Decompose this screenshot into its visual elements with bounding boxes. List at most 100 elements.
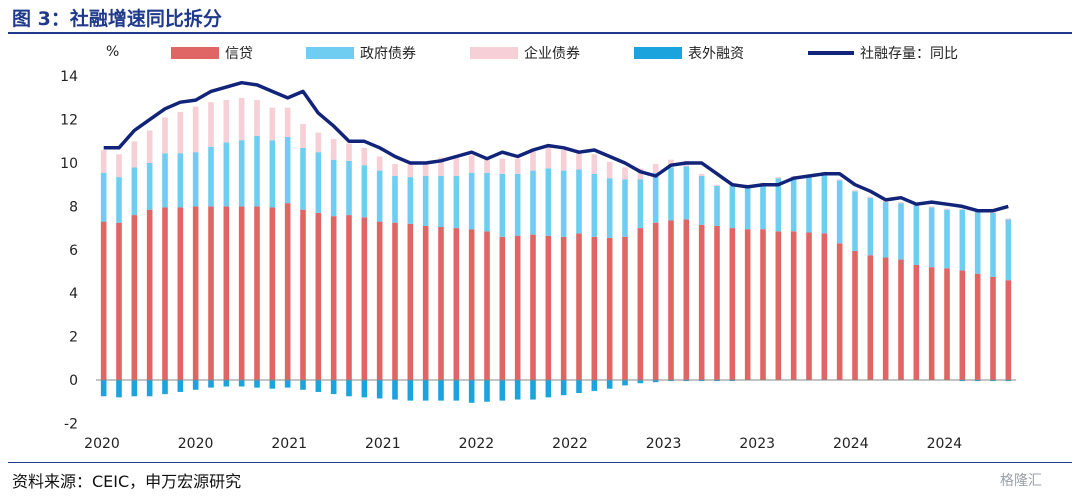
bar-gov-bonds — [606, 178, 613, 238]
bar-gov-bonds — [284, 136, 291, 204]
bar-loans — [790, 231, 797, 380]
bar-loans — [146, 209, 153, 380]
bar-off-balance — [668, 380, 674, 382]
bar-corp-bonds — [468, 155, 475, 173]
bar-corp-bonds — [530, 151, 536, 171]
bar-loans — [192, 206, 199, 380]
bar-gov-bonds — [836, 180, 843, 244]
bar-gov-bonds — [254, 135, 260, 207]
bar-gov-bonds — [116, 177, 122, 223]
bar-gov-bonds — [790, 177, 797, 232]
bar-off-balance — [422, 380, 429, 401]
bar-corp-bonds — [100, 149, 107, 173]
bar-off-balance — [269, 380, 276, 389]
bar-gov-bonds — [162, 153, 168, 208]
bar-gov-bonds — [131, 167, 138, 216]
bar-gov-bonds — [668, 167, 674, 221]
bar-off-balance — [959, 380, 966, 382]
bar-gov-bonds — [806, 176, 812, 233]
bar-loans — [330, 216, 337, 380]
bar-off-balance — [622, 380, 628, 386]
bar-loans — [898, 259, 904, 380]
bar-loans — [269, 207, 276, 380]
bar-loans — [407, 223, 414, 380]
bar-loans — [591, 236, 598, 380]
stacked-bar-chart: % 信贷 政府债券 企业债券 表外融资 社融存量：同比 -2 0 2 4 6 8 10 12 1… — [60, 44, 1016, 452]
bar-off-balance — [990, 380, 996, 382]
bar-loans — [499, 236, 506, 380]
bar-corp-bonds — [254, 100, 260, 136]
bar-corp-bonds — [223, 100, 230, 143]
bars — [100, 97, 1012, 403]
bar-gov-bonds — [407, 177, 414, 224]
bar-loans — [208, 206, 214, 380]
bar-off-balance — [576, 380, 582, 394]
bar-loans — [1005, 280, 1012, 380]
bar-off-balance — [514, 380, 521, 400]
watermark: 格隆汇 — [1000, 473, 1042, 489]
bar-loans — [131, 215, 138, 380]
bar-gov-bonds — [146, 163, 153, 210]
bar-gov-bonds — [376, 170, 383, 222]
bar-corp-bonds — [698, 173, 705, 177]
y-tick-label: 0 — [69, 373, 78, 389]
bar-gov-bonds — [591, 173, 598, 237]
bar-corp-bonds — [1005, 218, 1012, 220]
bar-loans — [729, 228, 736, 380]
bar-corp-bonds — [591, 154, 598, 174]
bar-gov-bonds — [652, 172, 659, 223]
legend-label-corp-bonds: 企业债券 — [524, 45, 580, 62]
bar-loans — [990, 276, 996, 380]
bar-gov-bonds — [223, 142, 230, 207]
bar-corp-bonds — [330, 139, 337, 160]
x-tick-label: 2022 — [459, 436, 495, 452]
bar-off-balance — [484, 380, 490, 402]
figure-title: 图 3：社融增速同比拆分 — [12, 8, 222, 30]
bar-off-balance — [238, 380, 245, 387]
bar-corp-bonds — [652, 164, 659, 173]
bar-gov-bonds — [698, 176, 705, 225]
bar-loans — [760, 229, 766, 380]
bar-loans — [913, 264, 920, 380]
source-note: 资料来源：CEIC，申万宏源研究 — [12, 472, 242, 491]
bar-loans — [514, 235, 521, 380]
bar-gov-bonds — [744, 185, 751, 230]
bar-corp-bonds — [361, 147, 368, 166]
bar-loans — [453, 228, 460, 380]
x-tick-label: 2020 — [178, 436, 214, 452]
bar-corp-bonds — [392, 164, 398, 177]
bar-off-balance — [254, 380, 260, 388]
bar-gov-bonds — [422, 176, 429, 226]
bar-loans — [545, 235, 552, 380]
bar-loans — [622, 236, 628, 380]
x-tick-label: 2021 — [271, 436, 307, 452]
line-stock-growth — [103, 80, 1009, 213]
x-tick-label: 2020 — [84, 436, 120, 452]
bar-gov-bonds — [192, 152, 199, 207]
bar-off-balance — [683, 380, 690, 382]
bar-loans — [928, 267, 935, 380]
bar-loans — [867, 255, 874, 380]
bar-gov-bonds — [300, 147, 306, 210]
bar-gov-bonds — [238, 140, 245, 207]
bar-loans — [361, 217, 368, 380]
bar-off-balance — [100, 380, 107, 397]
y-tick-label: 12 — [60, 113, 78, 129]
bar-gov-bonds — [622, 179, 628, 237]
bar-corp-bonds — [269, 107, 276, 141]
bar-corp-bonds — [146, 130, 153, 163]
legend-label-stock-growth: 社融存量：同比 — [860, 46, 958, 62]
bar-corp-bonds — [545, 145, 552, 169]
bar-loans — [484, 231, 490, 380]
bar-corp-bonds — [453, 155, 460, 177]
bar-gov-bonds — [361, 165, 368, 218]
legend-swatch-loans — [171, 47, 219, 59]
bar-off-balance — [974, 380, 981, 382]
bar-gov-bonds — [928, 207, 935, 268]
bar-loans — [376, 221, 383, 380]
bar-off-balance — [606, 380, 613, 389]
bar-off-balance — [729, 380, 736, 382]
bar-corp-bonds — [177, 112, 184, 154]
bar-corp-bonds — [208, 102, 214, 147]
bar-corp-bonds — [315, 132, 322, 153]
